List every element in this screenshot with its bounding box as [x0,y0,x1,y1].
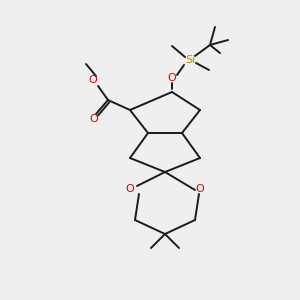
Text: O: O [196,184,204,194]
Text: O: O [168,73,176,83]
Text: O: O [90,114,98,124]
Text: O: O [126,184,134,194]
Text: Si: Si [185,55,195,65]
Text: O: O [88,75,98,85]
